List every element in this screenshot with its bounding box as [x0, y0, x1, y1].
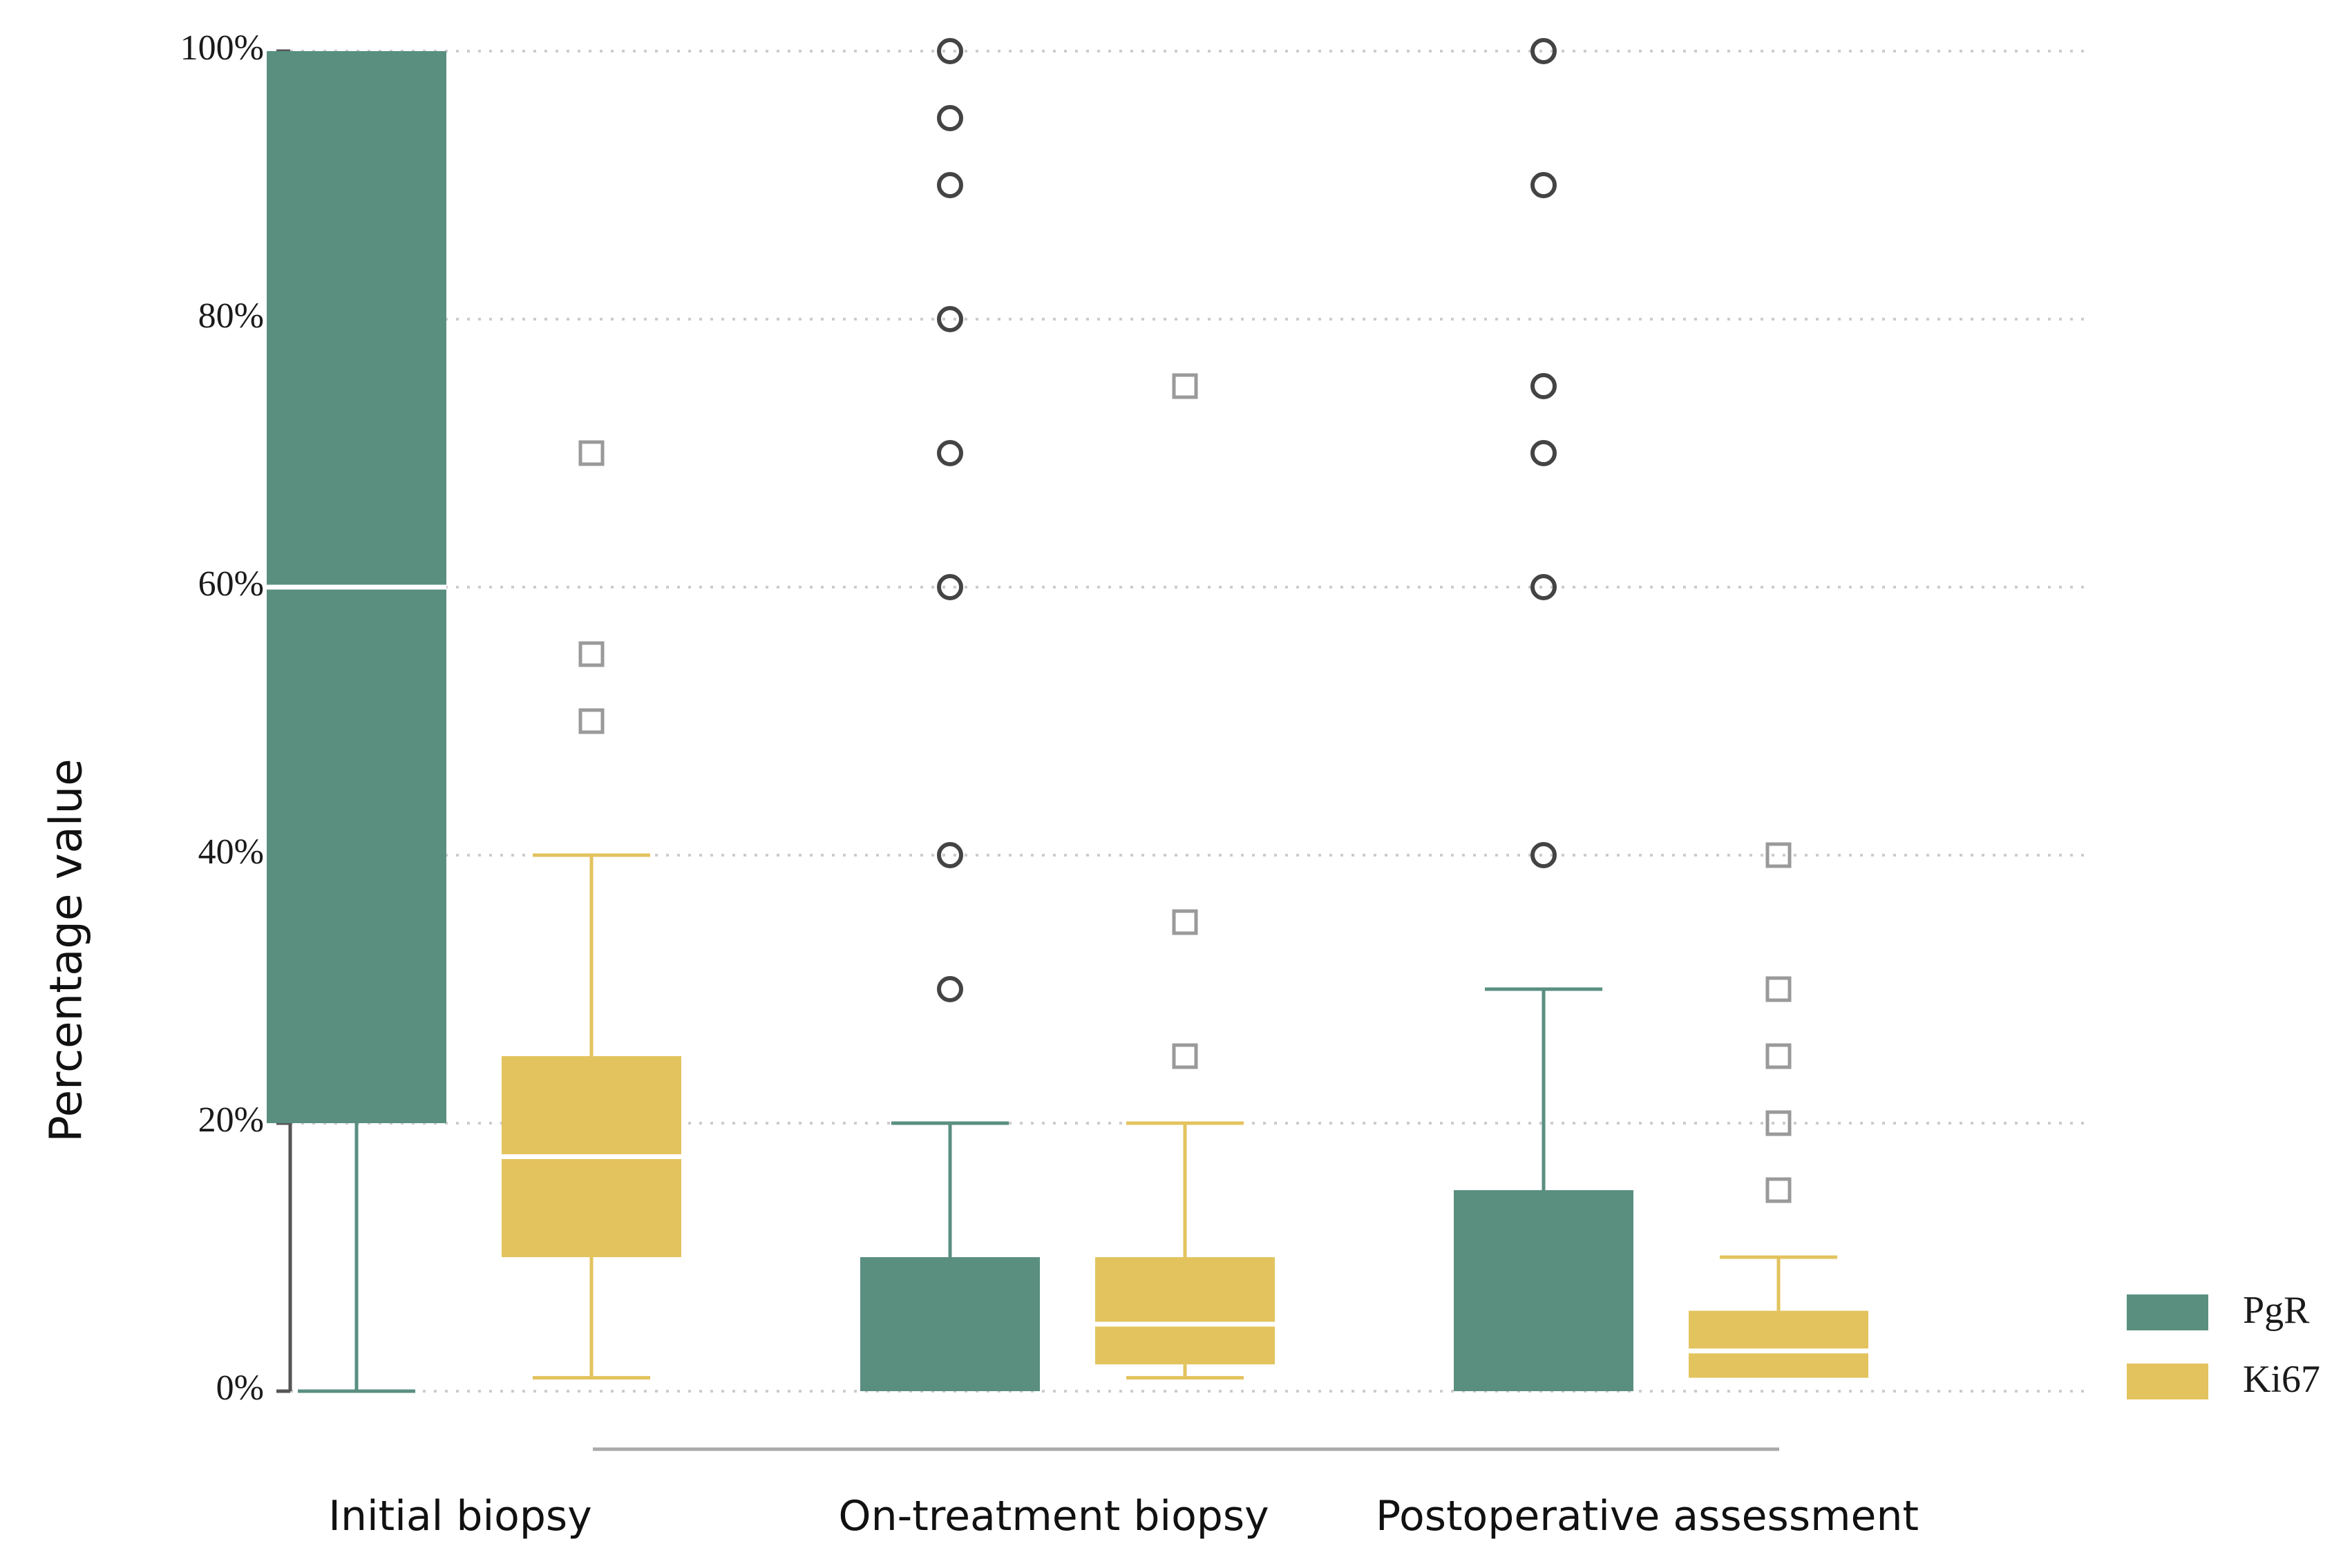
ki67-outlier-point — [1172, 373, 1198, 399]
y-tick-label: 80% — [198, 296, 264, 336]
pgr-outlier-point — [937, 105, 963, 131]
pgr-box — [1454, 1190, 1633, 1391]
pgr-outlier-point — [937, 440, 963, 466]
category-label: Postoperative assessment — [1376, 1492, 1919, 1540]
y-tick-label: 20% — [198, 1100, 264, 1140]
y-tick-label: 40% — [198, 832, 264, 872]
ki67-outlier-point — [1765, 1110, 1792, 1136]
legend-label-ki67: Ki67 — [2243, 1358, 2320, 1401]
ki67-outlier-point — [1172, 1043, 1198, 1069]
ki67-box — [1095, 1257, 1275, 1365]
legend-label-pgr: PgR — [2243, 1289, 2310, 1332]
ki67-box — [1689, 1310, 1868, 1378]
ki67-outlier-point — [578, 440, 605, 466]
ki67-outlier-point — [1765, 1043, 1792, 1069]
pgr-outlier-point — [1530, 38, 1557, 64]
ki67-outlier-point — [578, 708, 605, 734]
pgr-outlier-point — [937, 976, 963, 1002]
pgr-outlier-point — [1530, 373, 1557, 399]
ki67-outlier-point — [1172, 909, 1198, 935]
pgr-outlier-point — [937, 306, 963, 332]
boxes — [267, 51, 1868, 1393]
pgr-outlier-point — [937, 38, 963, 64]
pgr-outlier-point — [1530, 172, 1557, 198]
y-tick-label: 60% — [198, 564, 264, 604]
pgr-outlier-point — [937, 172, 963, 198]
ki67-outlier-point — [1765, 976, 1792, 1002]
ki67-outlier-point — [1765, 842, 1792, 868]
y-tick-label: 0% — [216, 1368, 264, 1408]
outliers — [578, 38, 1792, 1203]
ki67-outlier-point — [578, 641, 605, 667]
category-label: Initial biopsy — [328, 1492, 591, 1540]
y-tick-label: 100% — [180, 28, 264, 68]
pgr-box — [860, 1257, 1040, 1391]
ki67-outlier-point — [1765, 1177, 1792, 1203]
pgr-outlier-point — [1530, 842, 1557, 868]
legend: PgR Ki67 — [2127, 1289, 2320, 1401]
category-label: On-treatment biopsy — [838, 1492, 1269, 1540]
pgr-outlier-point — [937, 574, 963, 600]
pgr-outlier-point — [1530, 574, 1557, 600]
pgr-outlier-point — [1530, 440, 1557, 466]
category-labels: Initial biopsy On-treatment biopsy Postope… — [328, 1492, 1919, 1540]
y-axis-title: Percentage value — [41, 758, 93, 1142]
pgr-outlier-point — [937, 842, 963, 868]
legend-swatch-ki67 — [2127, 1364, 2208, 1399]
legend-swatch-pgr — [2127, 1294, 2208, 1330]
